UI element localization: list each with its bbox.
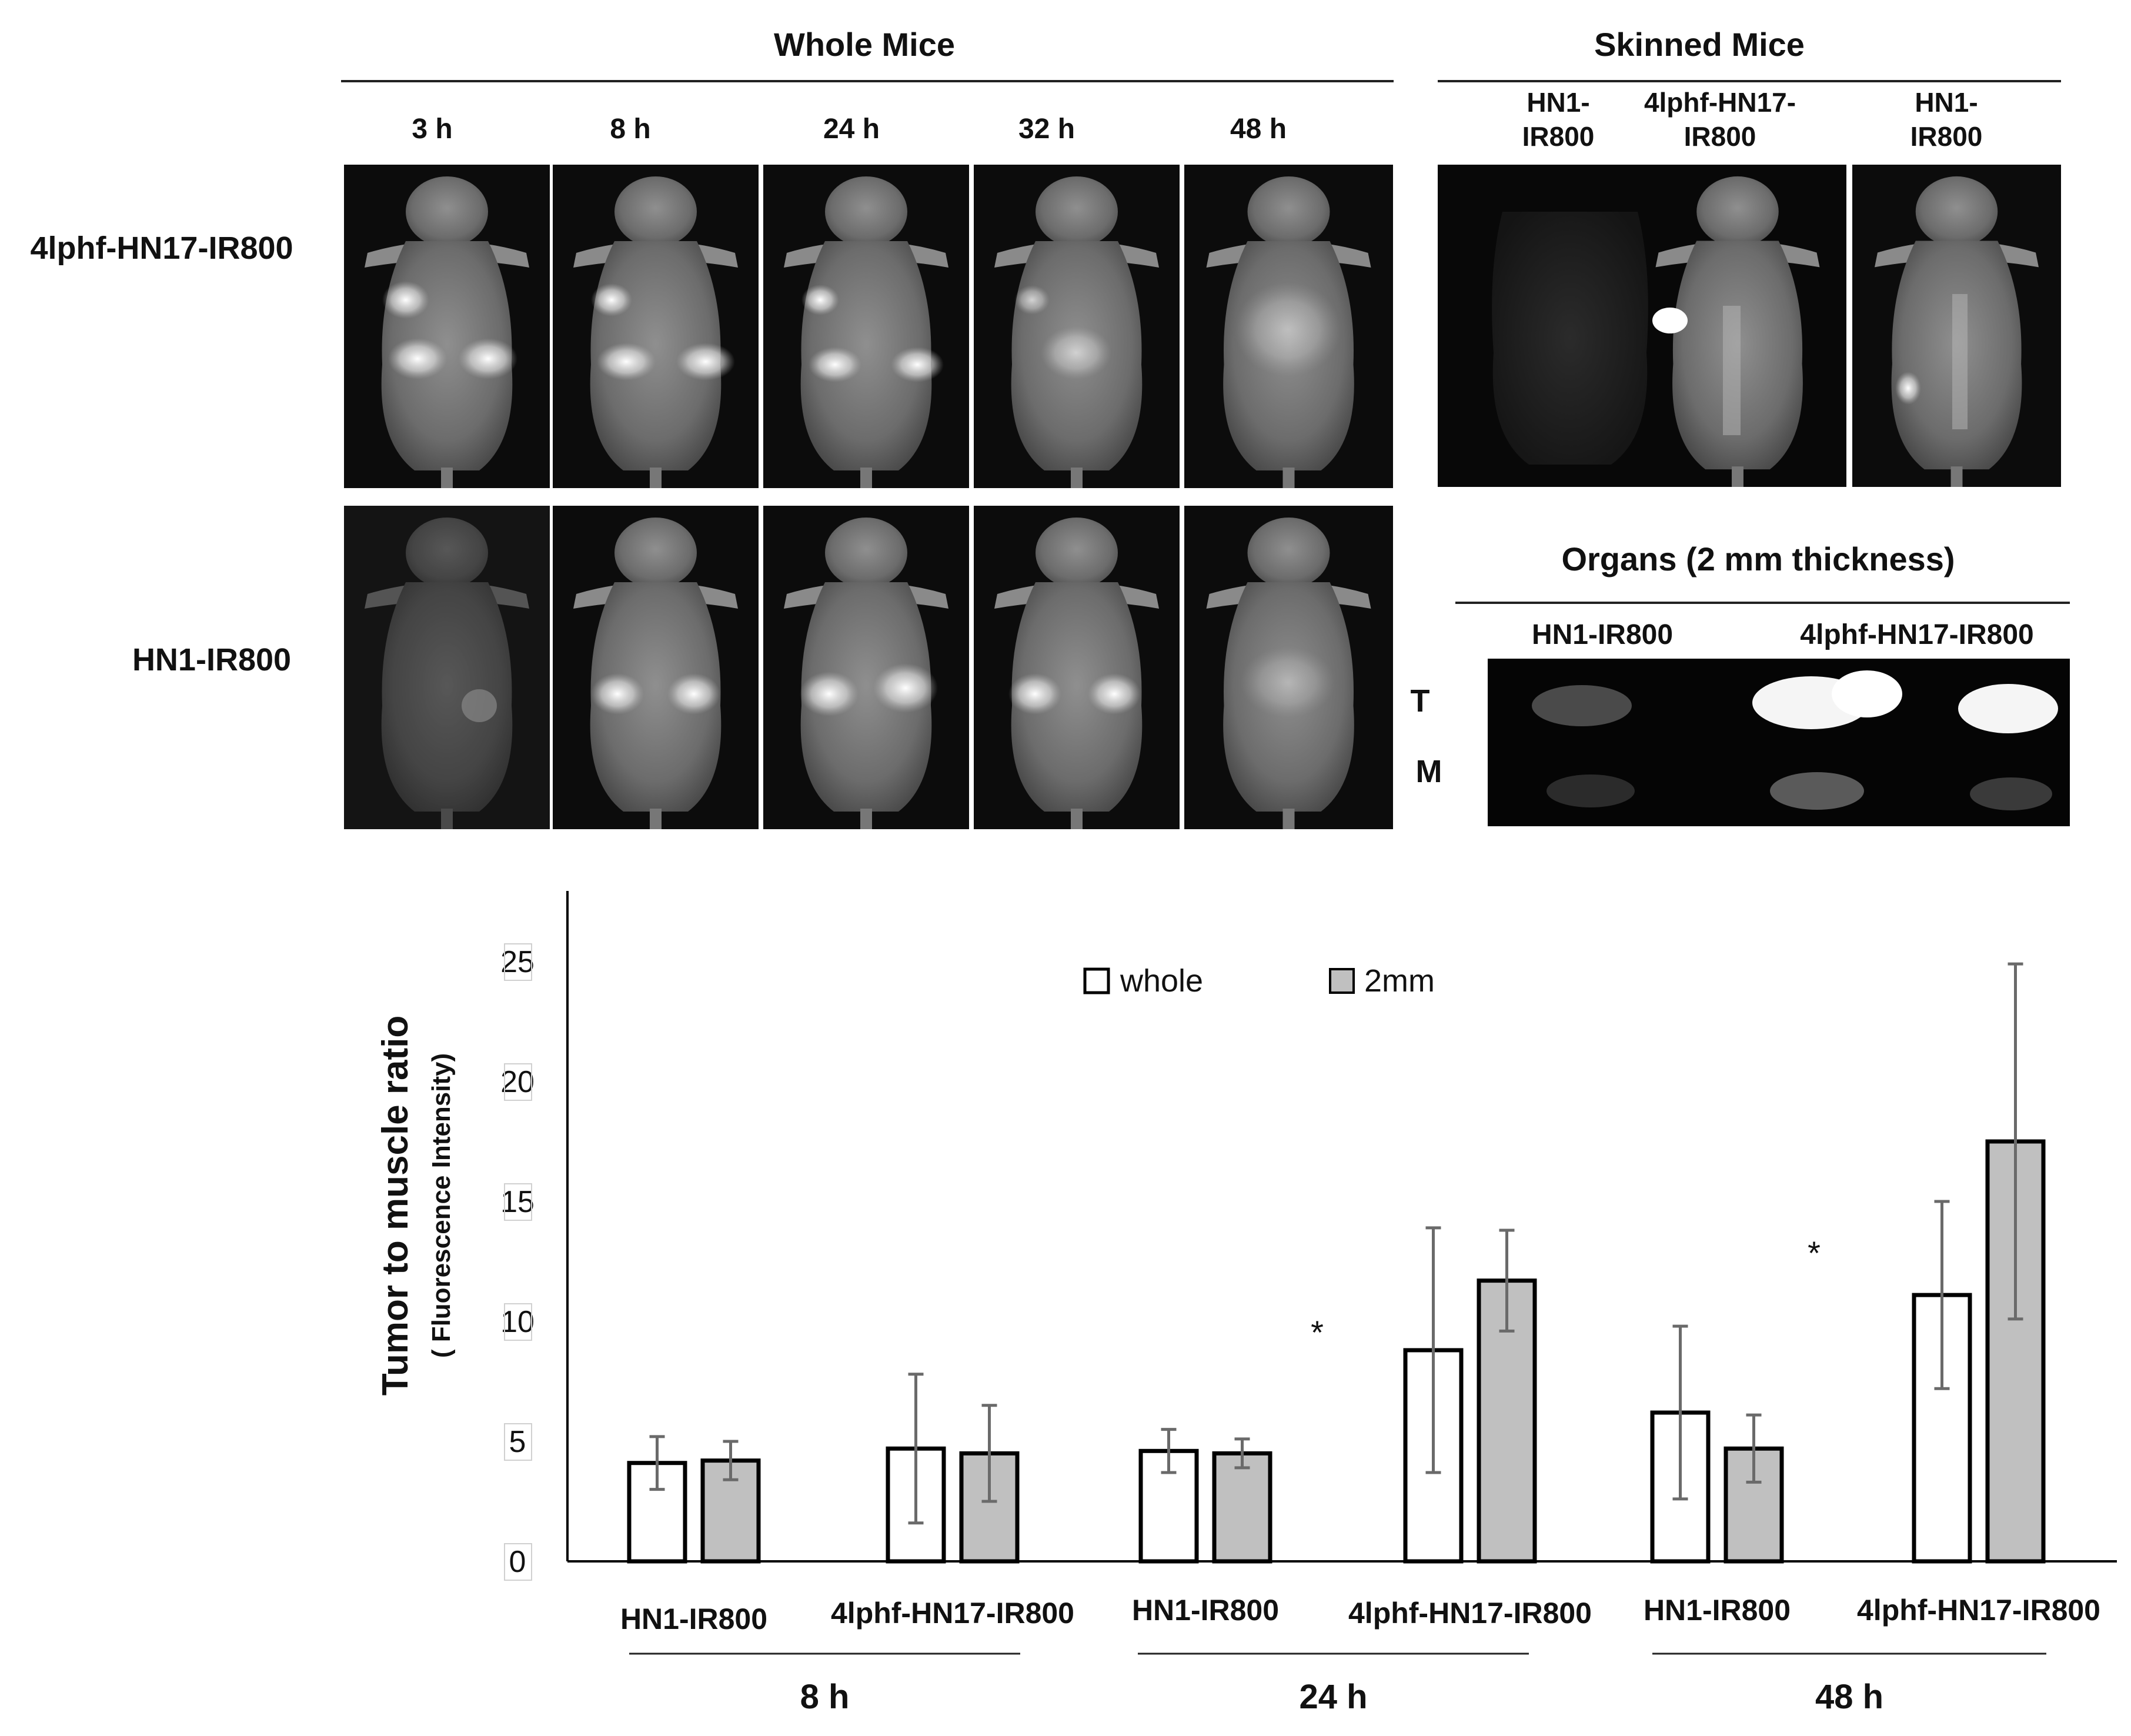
y-axis-sublabel: ( Fluorescence Intensity): [427, 1053, 456, 1358]
y-tick-box: [504, 1423, 532, 1461]
legend-label-whole: whole: [1120, 963, 1203, 999]
mouse-image: [553, 506, 759, 829]
y-tick-box: [504, 1303, 532, 1341]
row-label-hn1: HN1-IR800: [132, 642, 291, 677]
mouse-image: [344, 165, 550, 488]
organs-col-4lphf: 4lphf-HN17-IR800: [1800, 619, 2033, 650]
whole-mice-row-2: [344, 506, 1393, 829]
x-tick-label: HN1-IR800: [620, 1603, 767, 1635]
y-tick-box: [504, 1063, 532, 1101]
y-tick-label: 20: [500, 1065, 535, 1099]
legend-swatch-whole: [1083, 967, 1110, 994]
y-tick-label: 15: [500, 1185, 535, 1219]
y-tick-label: 25: [500, 945, 535, 979]
legend-swatch-2mm: [1329, 968, 1355, 994]
whole-mice-row-1: [344, 165, 1393, 488]
group-label: 48 h: [1815, 1678, 1883, 1716]
x-tick-labels: HN1-IR800 4lphf-HN17-IR800 HN1-IR800 4lphf-…: [620, 1594, 2100, 1635]
organs-row-t: T: [1411, 683, 1430, 719]
x-tick-label: HN1-IR800: [1132, 1594, 1279, 1627]
x-tick-label: 4lphf-HN17-IR800: [831, 1597, 1074, 1630]
y-tick-label: 5: [509, 1425, 526, 1459]
mouse-image: [974, 165, 1180, 488]
y-tick-box: [504, 943, 532, 981]
timepoint-label: 8 h: [610, 113, 650, 145]
organs-image: [1488, 659, 2070, 826]
mouse-image: [974, 506, 1180, 829]
mouse-image: [1184, 165, 1393, 488]
legend-label-2mm: 2mm: [1364, 963, 1435, 999]
mouse-image: [344, 506, 550, 829]
x-tick-label: 4lphf-HN17-IR800: [1348, 1597, 1592, 1630]
group-label: 8 h: [800, 1678, 850, 1716]
bar-chart: Tumor to muscle ratio ( Fluorescence Int…: [375, 891, 2117, 1716]
bars: [627, 962, 2046, 1564]
mouse-image: [763, 165, 969, 488]
y-tick-label: 0: [509, 1545, 526, 1579]
group-labels: 8 h 24 h 48 h: [629, 1652, 2046, 1716]
organs-col-hn1: HN1-IR800: [1532, 619, 1673, 650]
group-label: 24 h: [1299, 1678, 1367, 1716]
y-tick-box: [504, 1183, 532, 1221]
skinned-label-2: 4lphf-HN17-IR800: [1644, 87, 1796, 152]
timepoint-label: 24 h: [823, 113, 880, 145]
legend: whole 2mm: [1083, 963, 1435, 999]
skinned-label-3: HN1-IR800: [1910, 87, 1983, 152]
x-tick-label: HN1-IR800: [1644, 1594, 1791, 1627]
y-tick-label: 10: [500, 1305, 535, 1339]
significance-marker-24h: *: [1311, 1314, 1324, 1351]
x-tick-label: 4lphf-HN17-IR800: [1857, 1594, 2100, 1627]
organs-row-m: M: [1416, 754, 1442, 789]
y-ticks: 0 5 10 15 20 25: [500, 943, 535, 1581]
significance-marker-48h: *: [1808, 1234, 1821, 1271]
mouse-image: [553, 165, 759, 488]
skinned-mice-title: Skinned Mice: [1594, 26, 1805, 63]
bar-2mm: [1212, 1451, 1272, 1564]
row-label-4lphf: 4lphf-HN17-IR800: [30, 231, 293, 266]
timepoint-label: 32 h: [1018, 113, 1075, 145]
y-tick-box: [504, 1543, 532, 1581]
skinned-mice-image: [1438, 165, 2061, 487]
whole-mice-title: Whole Mice: [774, 26, 955, 63]
y-axis-label: Tumor to muscle ratio: [375, 1016, 416, 1396]
mouse-image: [1184, 506, 1393, 829]
timepoint-label: 48 h: [1230, 113, 1287, 145]
skinned-label-1: HN1-IR800: [1522, 87, 1595, 152]
timepoint-label: 3 h: [412, 113, 452, 145]
organs-title: Organs (2 mm thickness): [1561, 540, 1955, 577]
timepoint-labels: 3 h 8 h 24 h 32 h 48 h: [412, 113, 1287, 145]
mouse-image: [763, 506, 969, 829]
